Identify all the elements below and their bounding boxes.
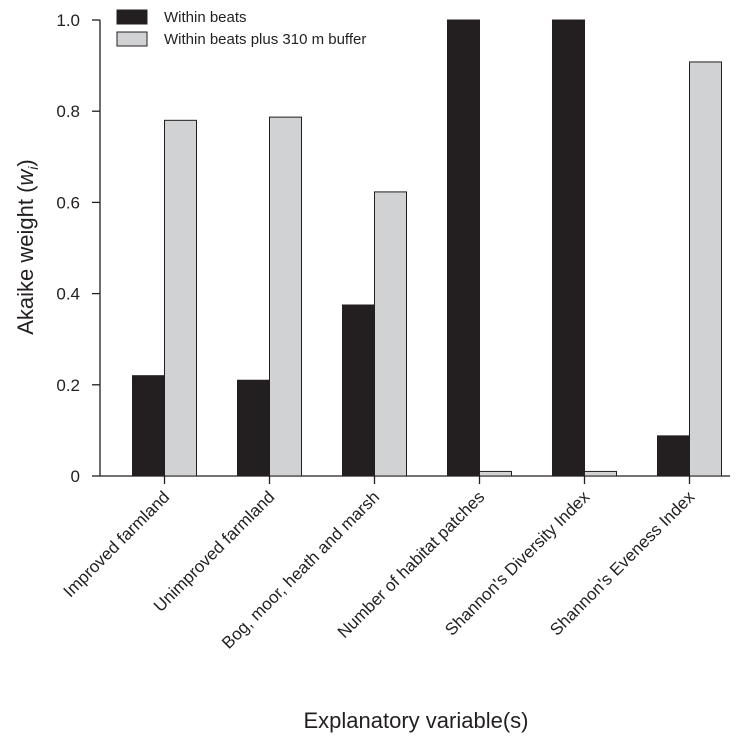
- y-tick-label: 1.0: [56, 11, 80, 30]
- bar-within-beats: [552, 19, 585, 477]
- y-tick-label: 0.8: [56, 102, 80, 121]
- bar-within-beats: [447, 19, 480, 477]
- y-tick-label: 0.2: [56, 376, 80, 395]
- x-axis-title: Explanatory variable(s): [304, 708, 529, 733]
- bars: [132, 19, 722, 477]
- legend-swatch: [116, 9, 148, 25]
- x-tick-label: Unimproved farmland: [150, 487, 278, 615]
- bar-within-beats: [657, 435, 690, 477]
- legend-label: Within beats: [164, 9, 247, 26]
- y-tick-label: 0.4: [56, 285, 80, 304]
- x-axis: [100, 475, 730, 484]
- bar-within-beats-plus-buffer: [269, 116, 302, 477]
- y-tick-label: 0: [71, 467, 80, 486]
- bar-within-beats-plus-buffer: [584, 470, 617, 477]
- x-tick-label: Improved farmland: [60, 487, 174, 601]
- bar-within-beats-plus-buffer: [479, 470, 512, 477]
- bar-within-beats: [237, 379, 270, 477]
- y-axis: 0 0.2 0.4 0.6 0.8 1.0: [56, 11, 101, 486]
- bar-within-beats-plus-buffer: [374, 191, 407, 477]
- bar-within-beats-plus-buffer: [689, 61, 722, 477]
- legend-swatch: [116, 31, 148, 47]
- y-tick-label: 0.6: [56, 193, 80, 212]
- legend-label: Within beats plus 310 m buffer: [164, 31, 366, 48]
- bar-within-beats: [132, 375, 165, 477]
- legend: Within beats Within beats plus 310 m buff…: [116, 9, 366, 48]
- y-axis-title: Akaike weight (wi): [13, 159, 41, 335]
- bar-within-beats: [342, 304, 375, 477]
- bar-within-beats-plus-buffer: [164, 119, 197, 477]
